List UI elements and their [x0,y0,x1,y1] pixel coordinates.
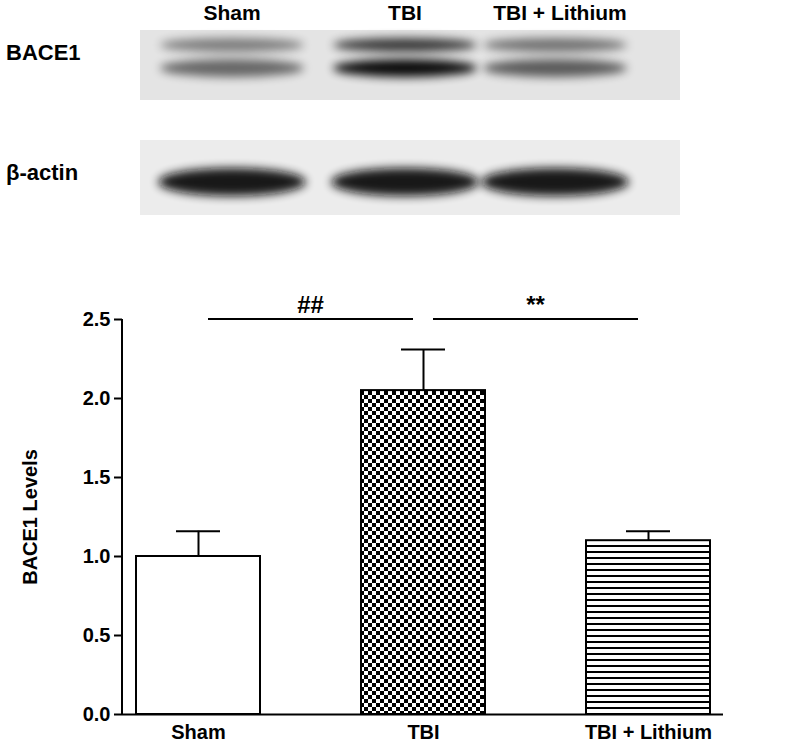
svg-text:2.5: 2.5 [83,308,111,330]
svg-text:TBI: TBI [407,721,439,743]
svg-text:BACE1 Levels: BACE1 Levels [19,449,41,585]
svg-text:BACE1: BACE1 [6,40,81,65]
svg-text:**: ** [526,291,545,318]
svg-text:1.5: 1.5 [83,466,111,488]
svg-text:1.0: 1.0 [83,545,111,567]
svg-text:2.0: 2.0 [83,387,111,409]
svg-text:TBI + Lithium: TBI + Lithium [585,721,712,743]
svg-text:##: ## [297,291,324,318]
svg-text:TBI + Lithium: TBI + Lithium [493,1,627,24]
svg-text:Sham: Sham [203,1,260,24]
svg-text:0.0: 0.0 [83,703,111,725]
svg-text:0.5: 0.5 [83,624,111,646]
svg-text:β-actin: β-actin [6,160,78,185]
svg-text:TBI: TBI [388,1,422,24]
svg-text:Sham: Sham [171,721,225,743]
